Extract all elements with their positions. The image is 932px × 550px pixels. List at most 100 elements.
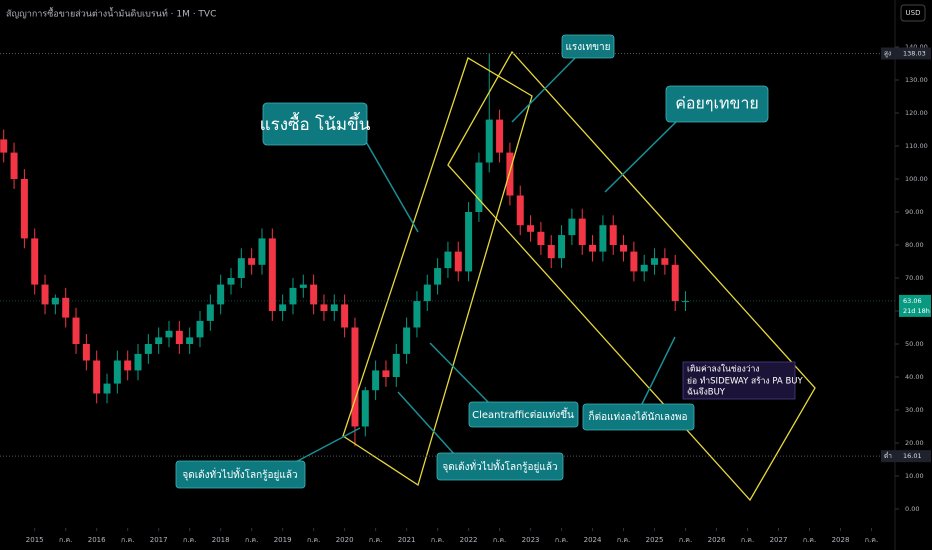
candle-body: [0, 139, 8, 153]
x-tick-label: ก.ค.: [555, 536, 568, 544]
candle-body: [527, 225, 535, 232]
x-tick-label: 2027: [770, 536, 788, 544]
candle-body: [682, 301, 690, 303]
candle-body: [330, 304, 338, 311]
x-tick-label: ก.ค.: [803, 536, 816, 544]
annotation: ค่อยๆเทขาย: [675, 94, 759, 113]
candle-body: [465, 212, 473, 272]
candle-body: [516, 195, 524, 226]
candle-body: [475, 162, 483, 212]
candle-body: [62, 297, 70, 318]
x-tick-label: 2015: [26, 536, 44, 544]
candle-body: [227, 278, 235, 285]
last-badge-value: 63.06: [903, 297, 922, 305]
annotation-boxes: [175, 34, 769, 489]
x-tick-label: ก.ค.: [183, 536, 196, 544]
candle-body: [134, 353, 142, 371]
pointers: [289, 57, 681, 466]
x-tick-label: 2026: [708, 536, 726, 544]
candle-body: [578, 218, 586, 245]
x-tick-label: 2028: [832, 536, 850, 544]
candle-body: [10, 152, 18, 179]
candle-body: [93, 360, 101, 394]
y-tick-label: 80.00: [905, 241, 924, 249]
candle-body: [537, 231, 545, 245]
candle-body: [599, 225, 607, 252]
x-tick-label: ก.ค.: [307, 536, 320, 544]
candle-body: [31, 238, 39, 285]
candle-body: [651, 258, 659, 265]
currency-label[interactable]: USD: [906, 9, 921, 17]
candle-body: [51, 297, 59, 305]
annotation: ก็ต่อแท่งลงได้นักเลงพอ: [589, 409, 688, 423]
high-badge: [881, 47, 931, 60]
candle-body: [382, 370, 390, 377]
candle-body: [175, 330, 183, 344]
candle-body: [268, 238, 276, 311]
candle-body: [41, 284, 49, 305]
high-badge-value: 138.03: [903, 50, 926, 58]
x-tick-label: ก.ค.: [679, 536, 692, 544]
candle-body: [165, 330, 173, 338]
x-tick-label: 2023: [522, 536, 540, 544]
high-badge-label: สูง: [884, 50, 891, 58]
y-tick-label: 100.00: [905, 175, 928, 183]
candle-body: [506, 152, 514, 196]
x-tick-label: 2024: [584, 536, 602, 544]
low-badge-value: 16.01: [903, 452, 922, 460]
low-badge: [881, 450, 931, 463]
candle-body: [279, 304, 287, 311]
x-tick-label: ก.ค.: [369, 536, 382, 544]
candle-body: [20, 179, 28, 239]
candle-body: [113, 360, 121, 384]
candle-body: [568, 218, 576, 236]
candle-body: [661, 258, 669, 265]
candle-body: [196, 320, 204, 338]
y-tick-label: 130.00: [905, 76, 928, 84]
candle-body: [124, 360, 132, 371]
annotation: แรงซื้อ โน้มขึ้น: [260, 112, 371, 135]
candle-body: [630, 251, 638, 272]
currency-button[interactable]: [900, 4, 926, 22]
candle-body: [444, 251, 452, 269]
y-tick-label: 140.00: [905, 43, 928, 51]
last-badge: [899, 294, 931, 317]
x-tick-label: ก.ค.: [245, 536, 258, 544]
candle-body: [72, 317, 80, 344]
annotation: Cleantrafficต่อแท่งขึ้น: [472, 407, 574, 421]
candle-body: [82, 344, 90, 361]
candle-body: [237, 258, 245, 278]
y-tick-label: 70.00: [905, 274, 924, 282]
candle-body: [620, 245, 628, 252]
y-tick-label: 110.00: [905, 142, 928, 150]
candle-body: [423, 284, 431, 302]
chart-title: สัญญาการซื้อขายส่วนต่างน้ำมันดิบเบรนท์ ·…: [6, 7, 216, 20]
candle-body: [454, 251, 462, 272]
annotation: จุดเด้งทั่วไปทั้งโลกรู้อยู่แล้ว: [442, 459, 557, 473]
candle-body: [640, 264, 648, 272]
x-tick-label: 2016: [88, 536, 106, 544]
y-tick-label: 120.00: [905, 109, 928, 117]
y-tick-label: 40.00: [905, 373, 924, 381]
x-tick-label: 2022: [460, 536, 478, 544]
candle-body: [186, 337, 194, 344]
candle-body: [558, 235, 566, 259]
x-tick-label: ก.ค.: [741, 536, 754, 544]
candle-body: [103, 383, 111, 394]
note-line: ย่อ ทำSIDEWAY สร้าง PA BUY: [687, 376, 804, 387]
y-tick-label: 10.00: [905, 472, 924, 480]
candle-body: [547, 245, 555, 259]
candle-body: [434, 268, 442, 285]
y-tick-label: 30.00: [905, 406, 924, 414]
x-tick-label: 2017: [150, 536, 168, 544]
candle-body: [361, 390, 369, 427]
x-tick-label: 2019: [274, 536, 292, 544]
y-tick-label: 90.00: [905, 208, 924, 216]
candle-body: [206, 304, 214, 321]
candle-body: [609, 225, 617, 245]
candle-body: [299, 284, 307, 288]
last-badge-countdown: 21d 18h: [903, 307, 930, 315]
candle-body: [496, 119, 504, 153]
channel: [342, 57, 533, 487]
x-tick-label: 2018: [212, 536, 230, 544]
